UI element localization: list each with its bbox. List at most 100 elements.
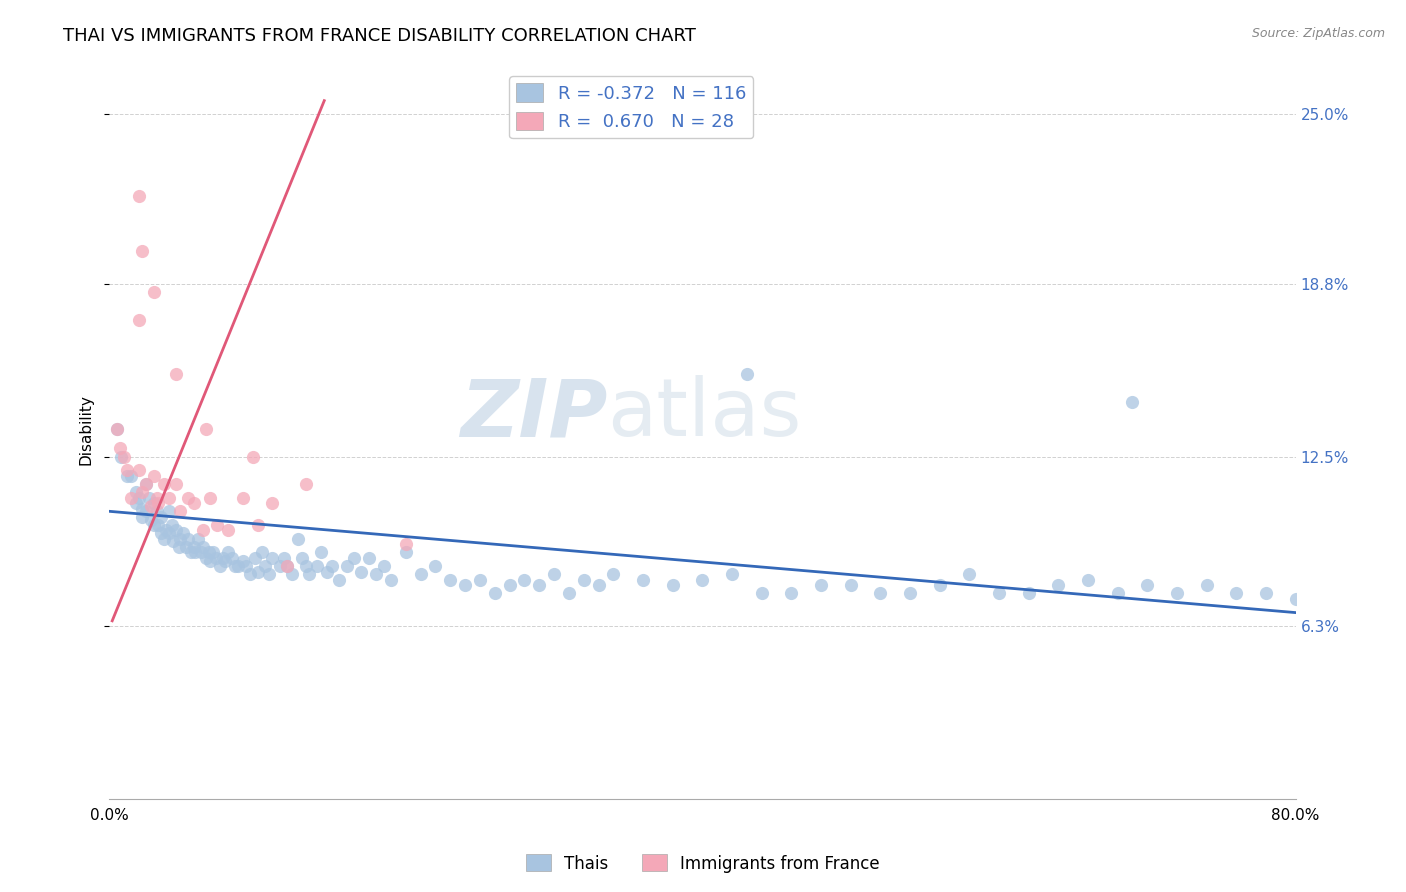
- Point: [295, 559, 318, 574]
- Point: [721, 567, 744, 582]
- Point: [298, 567, 321, 582]
- Point: [142, 518, 165, 533]
- Point: [110, 450, 132, 464]
- Point: [187, 532, 209, 546]
- Point: [217, 524, 239, 538]
- Point: [145, 491, 167, 505]
- Point: [131, 501, 153, 516]
- Point: [898, 586, 921, 600]
- Point: [280, 567, 302, 582]
- Point: [190, 545, 212, 559]
- Point: [661, 578, 683, 592]
- Point: [409, 567, 432, 582]
- Point: [235, 559, 257, 574]
- Y-axis label: Disability: Disability: [79, 393, 93, 465]
- Point: [128, 491, 150, 505]
- Point: [131, 485, 153, 500]
- Point: [366, 567, 388, 582]
- Point: [169, 532, 191, 546]
- Point: [177, 532, 200, 546]
- Point: [165, 477, 187, 491]
- Point: [150, 526, 173, 541]
- Point: [335, 559, 357, 574]
- Point: [328, 573, 350, 587]
- Point: [425, 559, 447, 574]
- Point: [253, 559, 276, 574]
- Point: [543, 567, 565, 582]
- Point: [180, 545, 202, 559]
- Point: [1254, 586, 1277, 600]
- Point: [221, 550, 243, 565]
- Point: [121, 491, 143, 505]
- Point: [602, 567, 624, 582]
- Text: Source: ZipAtlas.com: Source: ZipAtlas.com: [1251, 27, 1385, 40]
- Point: [242, 450, 264, 464]
- Point: [226, 559, 249, 574]
- Point: [513, 573, 536, 587]
- Point: [395, 537, 418, 551]
- Point: [142, 468, 165, 483]
- Point: [209, 559, 232, 574]
- Point: [957, 567, 980, 582]
- Point: [165, 524, 187, 538]
- Point: [291, 550, 314, 565]
- Point: [350, 565, 373, 579]
- Point: [162, 534, 184, 549]
- Point: [735, 368, 758, 382]
- Point: [1121, 394, 1143, 409]
- Point: [262, 550, 284, 565]
- Point: [273, 550, 295, 565]
- Point: [172, 526, 194, 541]
- Point: [529, 578, 551, 592]
- Point: [1018, 586, 1040, 600]
- Point: [316, 565, 339, 579]
- Point: [810, 578, 832, 592]
- Point: [131, 509, 153, 524]
- Point: [194, 550, 217, 565]
- Point: [243, 550, 266, 565]
- Point: [321, 559, 343, 574]
- Point: [217, 545, 239, 559]
- Point: [224, 559, 246, 574]
- Point: [184, 545, 207, 559]
- Point: [262, 496, 284, 510]
- Point: [311, 545, 333, 559]
- Point: [135, 477, 157, 491]
- Text: ZIP: ZIP: [460, 376, 607, 453]
- Point: [928, 578, 950, 592]
- Point: [183, 540, 205, 554]
- Point: [135, 477, 157, 491]
- Point: [305, 559, 328, 574]
- Point: [1077, 573, 1099, 587]
- Point: [572, 573, 595, 587]
- Point: [232, 491, 254, 505]
- Point: [1284, 591, 1306, 606]
- Point: [155, 524, 177, 538]
- Point: [108, 442, 131, 456]
- Point: [131, 244, 153, 259]
- Point: [439, 573, 461, 587]
- Point: [138, 491, 160, 505]
- Point: [153, 477, 176, 491]
- Point: [207, 518, 229, 533]
- Point: [780, 586, 803, 600]
- Point: [169, 504, 191, 518]
- Point: [145, 504, 167, 518]
- Point: [468, 573, 491, 587]
- Point: [1136, 578, 1159, 592]
- Point: [839, 578, 862, 592]
- Point: [128, 189, 150, 203]
- Point: [194, 422, 217, 436]
- Legend: Thais, Immigrants from France: Thais, Immigrants from France: [519, 847, 887, 880]
- Point: [295, 477, 318, 491]
- Point: [373, 559, 395, 574]
- Point: [139, 499, 162, 513]
- Point: [142, 285, 165, 300]
- Point: [157, 491, 180, 505]
- Point: [751, 586, 773, 600]
- Point: [1225, 586, 1247, 600]
- Point: [276, 559, 298, 574]
- Point: [153, 532, 176, 546]
- Point: [177, 491, 200, 505]
- Point: [246, 518, 269, 533]
